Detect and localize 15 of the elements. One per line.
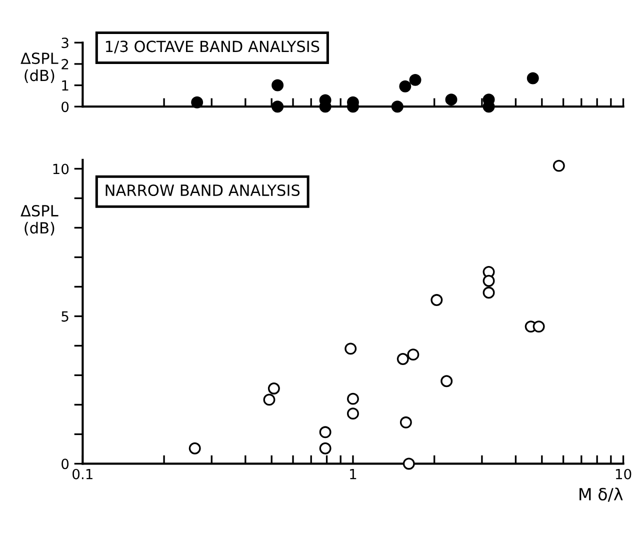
x-tick-label: 0.1: [72, 468, 92, 480]
y-axis-title: ΔSPL (dB): [20, 52, 58, 84]
y-tick-label: 1: [62, 80, 68, 91]
y-tick-label: 0: [62, 102, 69, 112]
y-tick-label: 10: [53, 164, 69, 174]
y-tick-label: 2: [62, 58, 68, 70]
y-tick-label: 3: [62, 38, 68, 48]
y-tick-label: 0: [62, 458, 69, 470]
x-tick-label: 1: [350, 469, 356, 480]
x-tick-label: 10: [616, 468, 632, 480]
y-tick-label: 5: [62, 311, 68, 322]
y-axis-title: ΔSPL (dB): [20, 204, 58, 236]
chart-title: 1/3 OCTAVE BAND ANALYSIS: [106, 40, 320, 54]
text: NARROW BAND ANALYSIS: [106, 184, 300, 196]
x-axis-title: M δ/λ: [580, 488, 623, 502]
